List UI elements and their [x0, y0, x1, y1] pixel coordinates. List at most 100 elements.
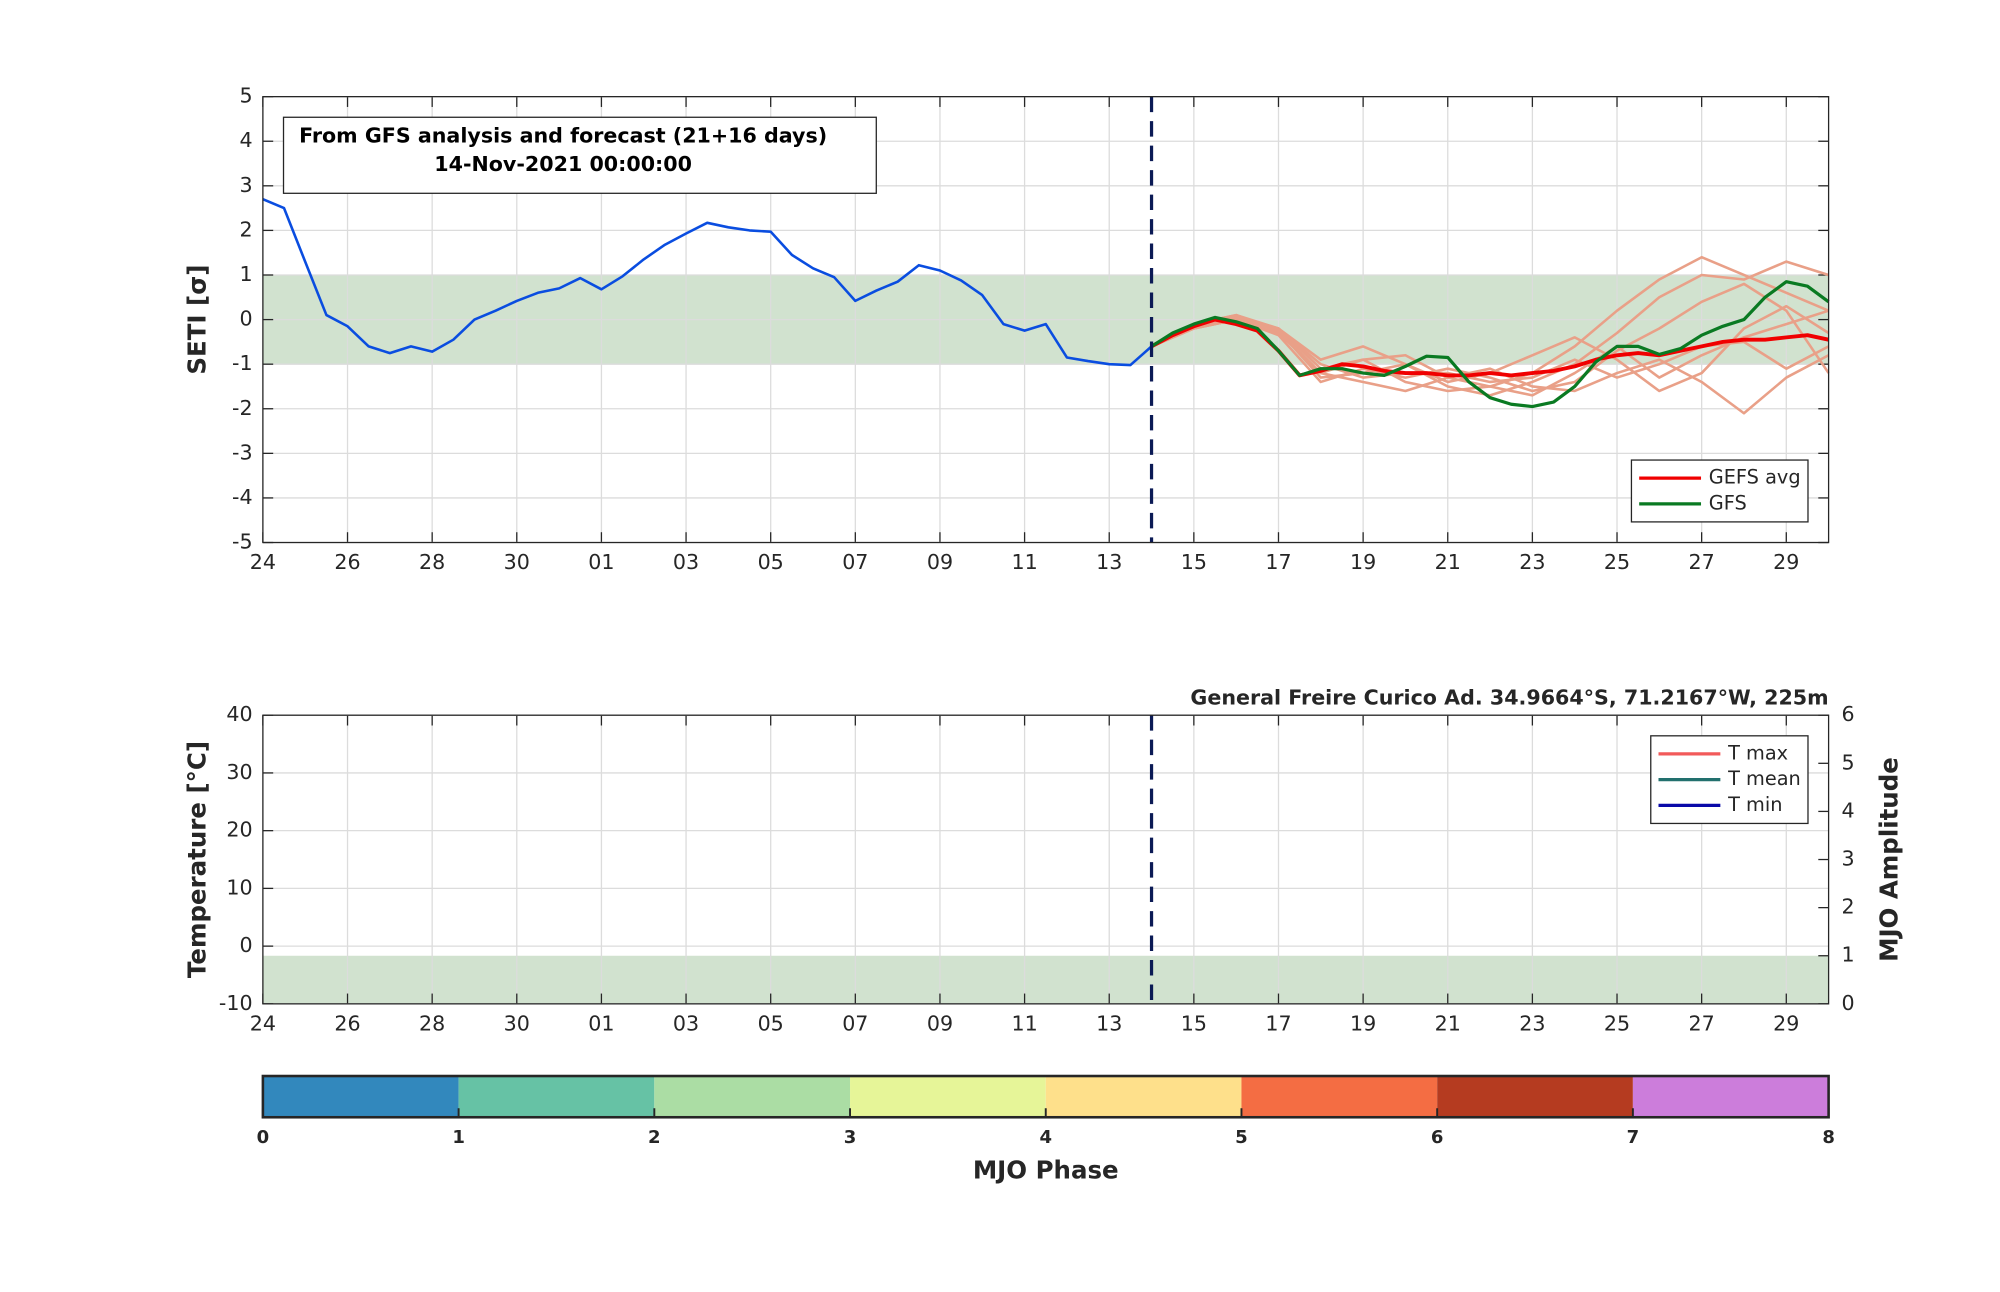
y-tick-label: -10 [219, 991, 253, 1015]
y-axis-label: Temperature [°C] [182, 741, 211, 978]
shaded-band [262, 955, 1829, 1004]
x-tick-label: 29 [1773, 1011, 1799, 1035]
x-tick-label: 24 [250, 550, 276, 574]
y2-tick-label: 5 [1841, 750, 1854, 774]
y2-tick-label: 3 [1841, 847, 1854, 871]
y-tick-label: -3 [232, 440, 253, 464]
axes: 24 26 28 30 01 03 05 07 09 11 13 15 17 19 21 23 25 27 29-5… [182, 84, 1830, 574]
colorbar-tick-label: 5 [1235, 1127, 1248, 1148]
annotation-text: 14-Nov-2021 00:00:00 [434, 152, 692, 176]
x-tick-label: 19 [1350, 1011, 1376, 1035]
colorbar-segment [1632, 1076, 1829, 1118]
y-tick-label: 1 [239, 262, 252, 286]
chart-title: General Freire Curico Ad. 34.9664°S, 71.… [1190, 685, 1828, 709]
x-tick-label: 05 [758, 1011, 784, 1035]
x-tick-label: 28 [419, 1011, 445, 1035]
colorbar-segment [262, 1076, 459, 1118]
colorbar-tick-label: 2 [648, 1127, 661, 1148]
x-tick-label: 29 [1773, 550, 1799, 574]
legend-box [1630, 459, 1809, 523]
y2-tick-label: 2 [1841, 895, 1854, 919]
y2-tick-label: 6 [1841, 702, 1854, 726]
series-line [1150, 280, 1830, 409]
x-tick-label: 21 [1435, 550, 1461, 574]
legend-label: T mean [1727, 767, 1801, 790]
x-tick-label: 05 [758, 550, 784, 574]
y-tick-label: 0 [239, 933, 252, 957]
colorbar-segment [850, 1076, 1046, 1118]
y2-axis-label: MJO Amplitude [1874, 757, 1903, 962]
x-tick-label: 03 [673, 1011, 699, 1035]
y-tick-label: 2 [239, 217, 252, 241]
x-tick-label: 11 [1011, 1011, 1037, 1035]
colorbar-segment [654, 1076, 851, 1118]
x-tick-label: 07 [842, 1011, 868, 1035]
y2-tick-label: 1 [1841, 943, 1854, 967]
colorbar-tick-label: 6 [1431, 1127, 1444, 1148]
x-tick-label: 09 [927, 550, 953, 574]
y2-tick-label: 0 [1841, 991, 1854, 1015]
x-tick-label: 09 [927, 1011, 953, 1035]
x-tick-label: 17 [1265, 550, 1291, 574]
x-tick-label: 26 [334, 550, 360, 574]
y-tick-label: 30 [226, 760, 252, 784]
x-tick-label: 15 [1181, 1011, 1207, 1035]
y-tick-label: -4 [232, 485, 253, 509]
ensemble-line [1151, 309, 1829, 397]
y-axis-label: SETI [σ] [182, 265, 211, 375]
colorbar-label: MJO Phase [973, 1155, 1119, 1184]
colorbar-tick-label: 8 [1822, 1127, 1835, 1148]
y-tick-label: -5 [232, 530, 253, 554]
annotation-box [282, 116, 877, 194]
x-tick-label: 30 [504, 1011, 530, 1035]
axes-frame [262, 96, 1830, 544]
colorbar-tick-label: 1 [452, 1127, 465, 1148]
x-tick-label: 30 [504, 550, 530, 574]
x-tick-label: 26 [334, 1011, 360, 1035]
annotation-text: From GFS analysis and forecast (21+16 da… [299, 124, 827, 148]
x-tick-label: 23 [1519, 550, 1545, 574]
colorbar: 0 1 2 3 4 5 6 7 8 MJO Phase [257, 1074, 1835, 1184]
colorbar-tick-label: 0 [257, 1127, 270, 1148]
ensemble-line [262, 198, 1153, 367]
y-tick-label: 20 [226, 818, 252, 842]
y-tick-label: 5 [239, 84, 252, 108]
x-tick-label: 25 [1604, 550, 1630, 574]
x-tick-label: 11 [1011, 550, 1037, 574]
axes-frame [262, 714, 1830, 1005]
x-tick-label: 24 [250, 1011, 276, 1035]
y-tick-label: 10 [226, 875, 252, 899]
x-tick-label: 28 [419, 550, 445, 574]
y-tick-label: 3 [239, 173, 252, 197]
x-tick-label: 17 [1265, 1011, 1291, 1035]
x-tick-label: 25 [1604, 1011, 1630, 1035]
colorbar-tick-label: 7 [1627, 1127, 1640, 1148]
y-tick-label: 4 [239, 128, 252, 152]
legend-label: GFS [1709, 491, 1747, 514]
legend-label: T min [1727, 793, 1782, 816]
ensemble-line [1151, 282, 1830, 393]
colorbar-segment [1437, 1076, 1633, 1118]
x-tick-label: 15 [1181, 550, 1207, 574]
colorbar-segment [1241, 1076, 1438, 1118]
x-tick-label: 19 [1350, 550, 1376, 574]
legend-label: GEFS avg [1709, 466, 1801, 489]
colorbar-segment [458, 1076, 655, 1118]
y-tick-label: -1 [232, 351, 253, 375]
y-tick-label: 40 [226, 702, 252, 726]
x-tick-label: 07 [842, 550, 868, 574]
x-tick-label: 13 [1096, 550, 1122, 574]
x-tick-label: 13 [1096, 1011, 1122, 1035]
x-tick-label: 01 [588, 550, 614, 574]
colorbar-tick-label: 4 [1039, 1127, 1052, 1148]
x-tick-label: 01 [588, 1011, 614, 1035]
legend-label: T max [1727, 741, 1788, 764]
x-tick-label: 27 [1689, 550, 1715, 574]
colorbar-tick-label: 3 [844, 1127, 857, 1148]
x-tick-label: 03 [673, 550, 699, 574]
x-tick-label: 21 [1435, 1011, 1461, 1035]
x-tick-label: 27 [1689, 1011, 1715, 1035]
ensemble-line [1151, 318, 1830, 415]
y-tick-label: -2 [232, 396, 253, 420]
